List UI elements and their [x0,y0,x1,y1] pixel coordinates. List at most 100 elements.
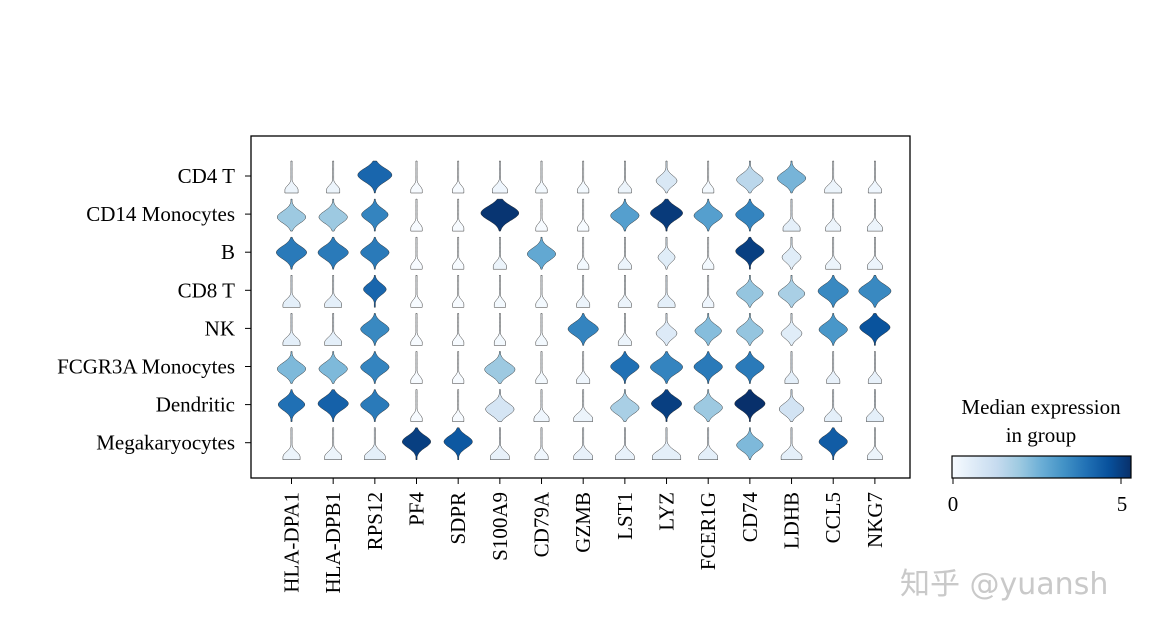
violin-ldhb-dendritic [778,389,805,422]
violin-ldhb-fcgr3a-monocytes [784,351,799,384]
violin-ldhb-b [781,236,802,270]
violin-hla-dpa1-nk [282,313,301,346]
violin-rps12-dendritic [360,389,390,422]
violin-lst1-cd4-t [617,160,632,194]
violin-nkg7-b [867,236,883,270]
colorbar-gradient [951,455,1132,479]
violin-nkg7-fcgr3a-monocytes [867,351,882,384]
group-label: FCGR3A Monocytes [57,355,235,379]
violin-hla-dpa1-fcgr3a-monocytes [277,351,306,384]
violin-cd79a-cd4-t [535,160,548,194]
gene-label: GZMB [571,492,595,553]
group-label: NK [205,316,235,340]
violin-rps12-cd8-t [363,275,387,308]
violin-lyz-fcgr3a-monocytes [650,351,683,384]
gene-label: CCL5 [821,492,845,543]
violin-nkg7-cd8-t [858,275,892,308]
violin-ccl5-megakaryocytes [818,427,848,460]
gene-label: RPS12 [363,492,387,550]
violin-ldhb-cd4-t [777,160,807,194]
violin-ccl5-cd4-t [824,160,843,194]
colorbar-min-label: 0 [948,492,959,516]
violin-rps12-megakaryocytes [364,427,386,460]
violin-hla-dpb1-cd14-monocytes [318,198,348,232]
violin-s100a9-fcgr3a-monocytes [484,351,516,384]
violin-gzmb-cd14-monocytes [577,198,590,232]
violin-hla-dpb1-fcgr3a-monocytes [318,351,348,384]
violin-ldhb-nk [780,313,803,346]
gene-label: FCER1G [696,492,720,570]
violin-layer [276,160,892,460]
colorbar-max-label: 5 [1117,492,1128,516]
violin-ldhb-megakaryocytes [780,427,803,460]
watermark: 知乎 @yuansh [900,567,1108,602]
gene-label: SDPR [446,492,470,545]
violin-cd79a-cd8-t [535,275,548,308]
gene-label: LST1 [613,492,637,540]
violin-gzmb-megakaryocytes [573,427,593,460]
violin-s100a9-dendritic [485,389,515,422]
violin-ccl5-fcgr3a-monocytes [826,351,841,384]
violin-cd79a-fcgr3a-monocytes [535,351,548,384]
violin-rps12-nk [360,313,390,346]
violin-gzmb-fcgr3a-monocytes [576,351,591,384]
violin-fcer1g-cd14-monocytes [693,198,723,232]
violin-sdpr-cd8-t [452,275,465,308]
violin-hla-dpb1-cd4-t [326,160,341,194]
group-label: CD4 T [178,164,236,188]
violin-gzmb-b [577,236,590,270]
violin-hla-dpb1-b [317,236,349,270]
group-label: CD14 Monocytes [86,202,235,226]
violin-hla-dpb1-megakaryocytes [324,427,342,460]
violin-cd74-b [735,236,765,270]
violin-cd79a-megakaryocytes [534,427,549,460]
violin-s100a9-nk [493,313,506,346]
violin-ccl5-cd14-monocytes [825,198,842,232]
colorbar-title-line1: Median expression [961,395,1121,419]
violin-s100a9-cd4-t [492,160,508,194]
violin-hla-dpb1-nk [324,313,342,346]
violin-s100a9-b [492,236,507,270]
violin-lyz-megakaryocytes [652,427,682,460]
group-label: B [221,240,235,264]
violin-sdpr-megakaryocytes [443,427,473,460]
violin-ccl5-dendritic [824,389,843,422]
violin-lyz-cd14-monocytes [650,198,683,232]
group-label: Megakaryocytes [96,431,235,455]
violin-ccl5-nk [818,313,848,346]
violin-sdpr-fcgr3a-monocytes [452,351,465,384]
violin-pf4-megakaryocytes [402,427,431,460]
violin-cd74-cd14-monocytes [735,198,765,232]
violin-lst1-cd8-t [617,275,632,308]
colorbar-title-line2: in group [1006,423,1077,447]
violin-hla-dpa1-cd14-monocytes [277,198,306,232]
violin-cd74-dendritic [734,389,766,422]
gene-label: PF4 [405,492,429,526]
violin-nkg7-cd4-t [867,160,882,194]
gene-label: S100A9 [488,492,512,561]
violin-sdpr-b [452,236,465,270]
violin-gzmb-nk [567,313,599,346]
violin-fcer1g-cd4-t [702,160,715,194]
violin-s100a9-cd14-monocytes [480,198,520,232]
violin-ccl5-b [825,236,842,270]
violin-cd74-cd8-t [736,275,764,308]
violin-pf4-cd14-monocytes [410,198,423,232]
gene-label: LDHB [780,492,804,549]
violin-nkg7-megakaryocytes [867,427,883,460]
gene-label: CD79A [530,491,554,557]
violin-gzmb-cd4-t [577,160,590,194]
violin-nkg7-nk [859,313,891,346]
violin-lst1-fcgr3a-monocytes [610,351,640,384]
violin-fcer1g-dendritic [693,389,723,422]
violin-hla-dpb1-dendritic [317,389,349,422]
violin-cd79a-dendritic [533,389,550,422]
violin-pf4-b [410,236,423,270]
gene-label: NKG7 [863,492,887,548]
violin-cd74-nk [736,313,764,346]
violin-ldhb-cd14-monocytes [782,198,801,232]
violin-ldhb-cd8-t [777,275,806,308]
violin-lst1-cd14-monocytes [610,198,640,232]
violin-fcer1g-nk [694,313,722,346]
